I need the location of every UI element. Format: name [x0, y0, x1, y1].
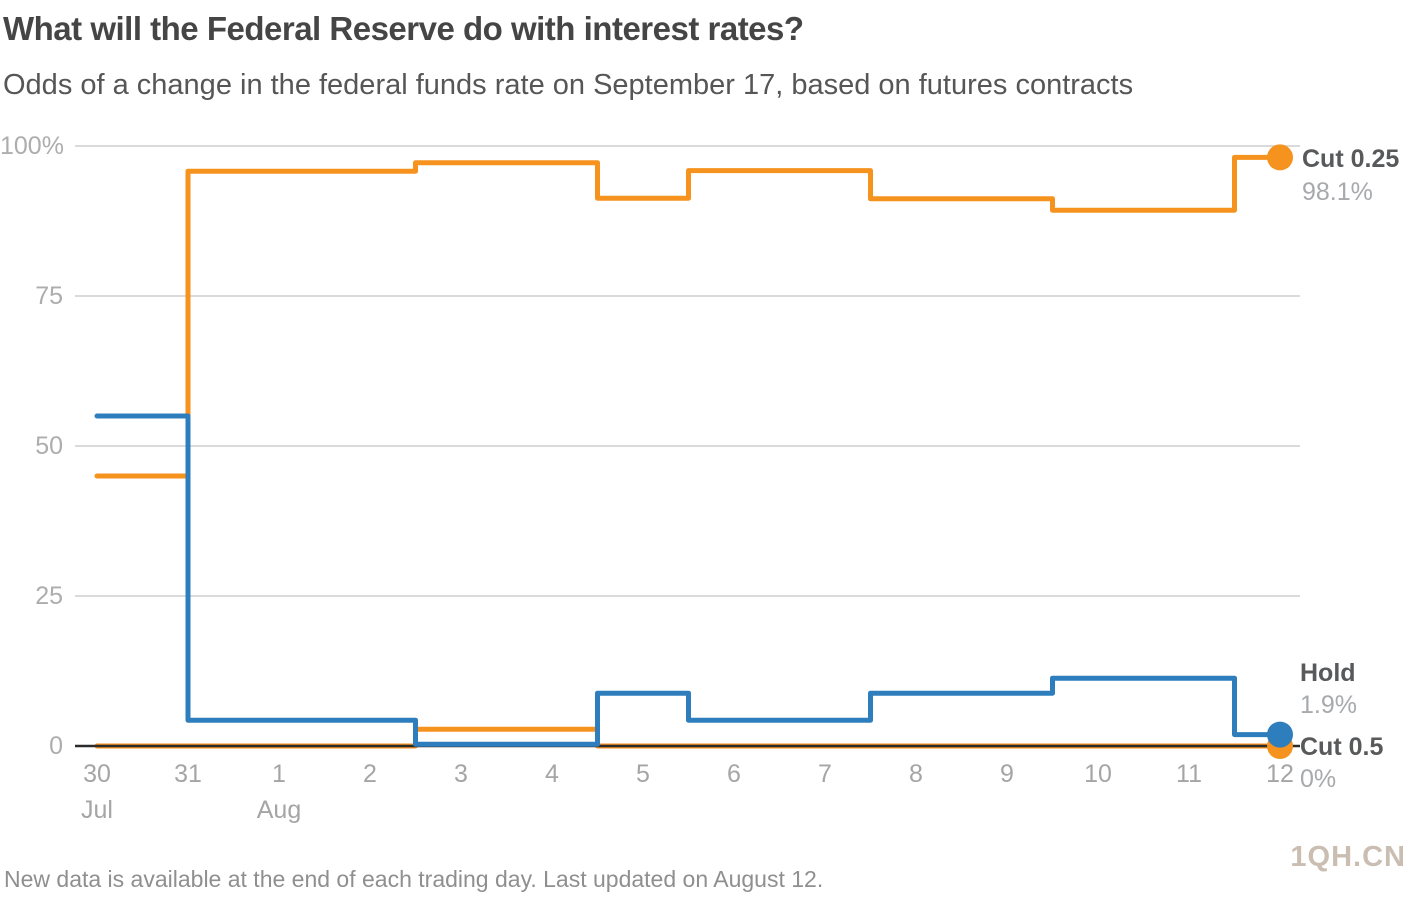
series-end-dot-cut-0-25 [1267, 144, 1293, 171]
page-subtitle: Odds of a change in the federal funds ra… [3, 69, 1134, 101]
series-end-dot-hold [1267, 721, 1293, 748]
series-line-hold [94, 413, 1283, 747]
series-line-cut-0-5 [94, 726, 1283, 749]
page-title: What will the Federal Reserve do with in… [3, 10, 804, 47]
watermark-logo: 1QH.CN [1290, 841, 1406, 873]
footer-note: New data is available at the end of each… [4, 866, 824, 892]
series-line-cut-0-25 [94, 154, 1283, 479]
